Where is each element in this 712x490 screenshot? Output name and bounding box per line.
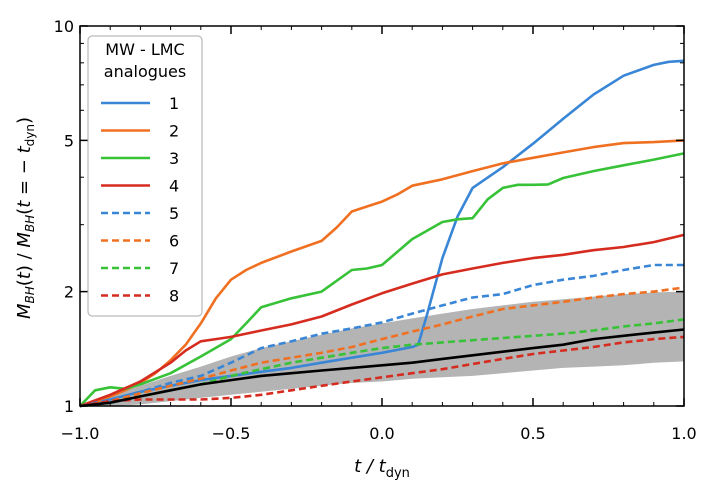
y-label-part: t (14, 271, 35, 279)
y-label-part: t (14, 200, 35, 208)
y-label-part: t (14, 145, 35, 153)
series-line-6 (79, 286, 685, 408)
plot-area (79, 59, 685, 408)
series-line-8 (79, 335, 685, 408)
y-label-part: M (14, 303, 35, 319)
y-label-part: M (14, 232, 35, 248)
legend-label-7: 7 (169, 259, 179, 278)
series-line-5 (79, 263, 684, 408)
y-label-part: = − (14, 153, 35, 200)
y-tick-label: 5 (64, 131, 74, 150)
series-line-3 (79, 152, 685, 407)
y-tick-label: 1 (64, 397, 74, 416)
y-label-part: BH (23, 215, 37, 232)
legend-title-line1: MW - LMC (105, 40, 184, 59)
x-axis-label-sub: dyn (386, 466, 410, 481)
legend-label-4: 4 (169, 177, 179, 196)
legend-label-3: 3 (169, 149, 179, 168)
y-label-part: ) (14, 117, 35, 124)
legend-label-5: 5 (169, 204, 179, 223)
y-label-part: ( (14, 279, 35, 286)
x-tick-label: −1.0 (61, 424, 100, 443)
spread-band (80, 291, 684, 406)
x-tick-label: 0.0 (369, 424, 394, 443)
y-tick-label: 10 (54, 17, 74, 36)
legend-label-6: 6 (169, 232, 179, 251)
x-tick-label: 1.0 (671, 424, 696, 443)
x-tick-label: −0.5 (212, 424, 251, 443)
median-line (79, 328, 685, 408)
x-axis-label: t / tdyn (354, 456, 410, 481)
y-tick-label: 2 (64, 283, 74, 302)
legend-label-8: 8 (169, 287, 179, 306)
legend-entries: 1 2 3 4 5 6 7 8 (101, 94, 179, 306)
series-line-4 (79, 233, 685, 408)
legend-label-2: 2 (169, 122, 179, 141)
x-tick-label: 0.5 (520, 424, 545, 443)
x-axis-label-main: t / t (354, 456, 387, 477)
legend-label-1: 1 (169, 94, 179, 113)
y-label-part: BH (23, 286, 37, 303)
y-axis-label: MBH(t) / MBH(t = − tdyn) (14, 117, 37, 319)
axes: −1.0 −0.5 0.0 0.5 1.0 1 2 5 10 (54, 17, 697, 443)
y-label-part: dyn (23, 124, 37, 146)
legend-title-line2: analogues (104, 62, 186, 81)
legend-box (87, 35, 203, 317)
y-label-part: ) / (14, 248, 35, 273)
y-label-part: ( (14, 208, 35, 215)
legend: MW - LMC analogues 1 2 3 4 5 6 7 8 (87, 35, 203, 317)
